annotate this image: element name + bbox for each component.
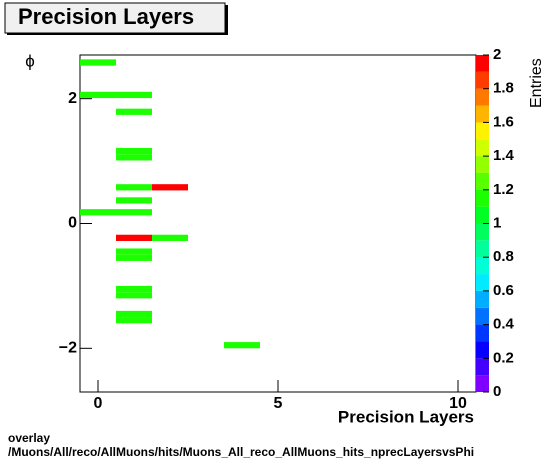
z-tick-label: 2 bbox=[493, 46, 501, 63]
color-bar-segment bbox=[476, 257, 489, 275]
cell bbox=[80, 209, 116, 216]
color-bar-segment bbox=[476, 55, 489, 72]
x-tick-label: 10 bbox=[449, 395, 467, 412]
z-tick-label: 0.4 bbox=[493, 316, 515, 333]
x-axis-label: Precision Layers bbox=[338, 407, 474, 426]
color-bar-segment bbox=[476, 139, 489, 157]
x-tick-label: 5 bbox=[274, 395, 283, 412]
color-bar-segment bbox=[476, 223, 489, 241]
cell bbox=[116, 184, 152, 191]
color-bar-segment bbox=[476, 274, 489, 291]
y-tick-label: −2 bbox=[59, 340, 77, 357]
cell bbox=[152, 234, 188, 241]
z-tick-label: 1.8 bbox=[493, 80, 514, 97]
x-tick-label: 0 bbox=[94, 395, 103, 412]
z-tick-label: 0.8 bbox=[493, 248, 514, 265]
footer-line: /Muons/All/reco/AllMuons/hits/Muons_All_… bbox=[8, 445, 474, 459]
cell bbox=[152, 184, 188, 191]
cell bbox=[116, 209, 152, 216]
cell bbox=[80, 91, 116, 99]
z-tick-label: 0 bbox=[493, 383, 501, 400]
y-tick-label: 0 bbox=[68, 215, 77, 232]
cell bbox=[116, 197, 152, 204]
z-tick-label: 1.2 bbox=[493, 181, 514, 198]
cell bbox=[80, 59, 116, 66]
title-shadow bbox=[7, 33, 228, 35]
color-bar-segment bbox=[476, 206, 489, 224]
y-tick-label: 2 bbox=[68, 90, 77, 107]
cell bbox=[116, 91, 152, 99]
color-bar-segment bbox=[476, 375, 489, 392]
color-bar-segment bbox=[476, 122, 489, 140]
footer-line: overlay bbox=[8, 431, 50, 445]
z-tick-label: 0.2 bbox=[493, 349, 514, 366]
color-bar-segment bbox=[476, 307, 489, 325]
z-tick-label: 0.6 bbox=[493, 282, 514, 299]
cell bbox=[116, 317, 152, 324]
title-box bbox=[4, 2, 226, 34]
cell bbox=[116, 234, 152, 241]
color-bar-segment bbox=[476, 71, 489, 89]
cell bbox=[116, 154, 152, 161]
chart-title: Precision Layers bbox=[18, 4, 194, 29]
color-bar-segment bbox=[476, 88, 489, 106]
cell bbox=[116, 254, 152, 261]
y-axis-label: ϕ bbox=[25, 51, 35, 70]
cell bbox=[116, 285, 152, 293]
color-bar-segment bbox=[476, 240, 489, 258]
cell bbox=[116, 292, 152, 299]
color-bar-segment bbox=[476, 341, 489, 359]
cell bbox=[116, 248, 152, 255]
color-bar-segment bbox=[476, 156, 489, 173]
z-tick-label: 1 bbox=[493, 214, 501, 231]
title-shadow bbox=[225, 5, 228, 35]
plot-frame bbox=[79, 54, 477, 393]
cell bbox=[116, 108, 152, 115]
color-bar-segment bbox=[476, 358, 489, 376]
color-bar-segment bbox=[476, 324, 489, 342]
color-bar-segment bbox=[476, 189, 489, 207]
color-bar-segment bbox=[476, 172, 489, 190]
color-bar-segment bbox=[476, 290, 489, 308]
cell bbox=[116, 310, 152, 318]
cell bbox=[116, 147, 152, 155]
z-tick-label: 1.4 bbox=[493, 147, 515, 164]
cell bbox=[224, 342, 260, 349]
color-bar-segment bbox=[476, 105, 489, 123]
z-axis-label: Entries bbox=[528, 58, 545, 108]
z-tick-label: 1.6 bbox=[493, 113, 514, 130]
